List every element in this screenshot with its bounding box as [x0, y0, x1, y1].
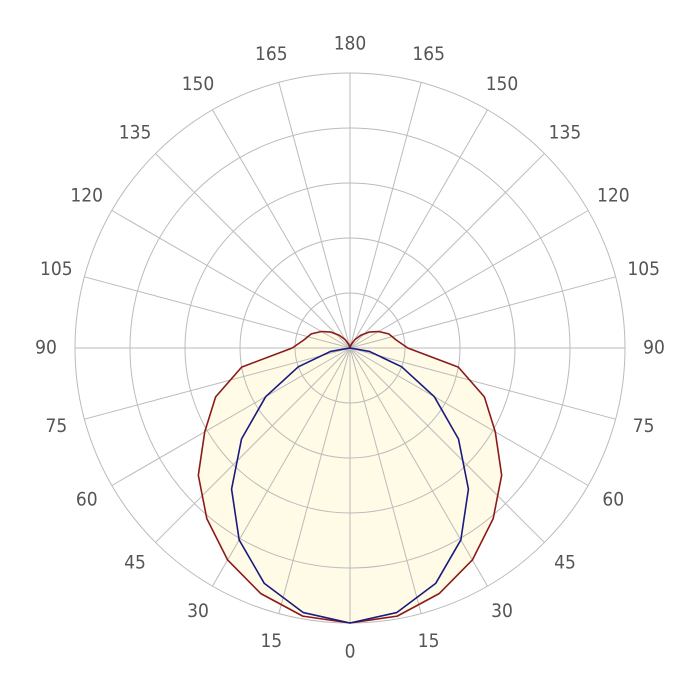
- angle-tick-label: 120: [70, 185, 103, 207]
- angle-tick-label: 120: [597, 185, 630, 207]
- angle-tick-label: 105: [627, 258, 660, 280]
- angle-tick-label: 150: [486, 73, 519, 95]
- angle-tick-label: 15: [260, 630, 282, 652]
- grid-spoke: [349, 276, 616, 349]
- angle-tick-label: 30: [491, 600, 513, 622]
- grid-spoke: [111, 347, 351, 486]
- angle-tick-label: 15: [418, 630, 440, 652]
- grid-spoke: [278, 82, 351, 349]
- angle-tick-label: 60: [76, 489, 98, 511]
- angle-tick-label: 135: [119, 122, 152, 144]
- angle-tick-label: 75: [633, 415, 655, 437]
- angle-tick-label: 165: [255, 43, 288, 65]
- grid-spoke: [278, 347, 351, 614]
- grid-spoke: [349, 210, 589, 349]
- series-line: [197, 330, 351, 624]
- grid-spoke: [349, 347, 545, 543]
- grid-spoke: [84, 276, 351, 349]
- grid-spoke: [349, 82, 422, 349]
- grid-spoke: [349, 347, 422, 614]
- angle-tick-label: 165: [412, 43, 445, 65]
- grid-spoke: [155, 347, 351, 543]
- angle-tick-label: 0: [345, 641, 356, 663]
- angle-tick-label: 45: [124, 551, 146, 573]
- angle-tick-label: 90: [35, 337, 57, 359]
- grid-spoke: [349, 347, 589, 486]
- angle-tick-label: 75: [45, 415, 67, 437]
- grid-spoke: [212, 347, 351, 587]
- angle-tick-label: 30: [187, 600, 209, 622]
- series-line: [349, 330, 503, 624]
- grid-spoke: [349, 109, 488, 349]
- angle-tick-label: 45: [554, 551, 576, 573]
- angle-tick-label: 60: [602, 489, 624, 511]
- angle-tick-label: 180: [334, 33, 367, 55]
- grid-spoke: [212, 109, 351, 349]
- angle-tick-label: 135: [549, 122, 582, 144]
- grid-spoke: [111, 210, 351, 349]
- angle-tick-label: 105: [40, 258, 73, 280]
- grid-spoke: [84, 347, 351, 420]
- series-line: [230, 347, 351, 624]
- angle-tick-label: 90: [643, 337, 665, 359]
- grid-spoke: [155, 153, 351, 349]
- grid-spoke: [349, 347, 616, 420]
- series-line: [349, 347, 470, 624]
- grid-spoke: [349, 153, 545, 349]
- grid-spoke: [349, 347, 488, 587]
- angle-tick-label: 150: [182, 73, 215, 95]
